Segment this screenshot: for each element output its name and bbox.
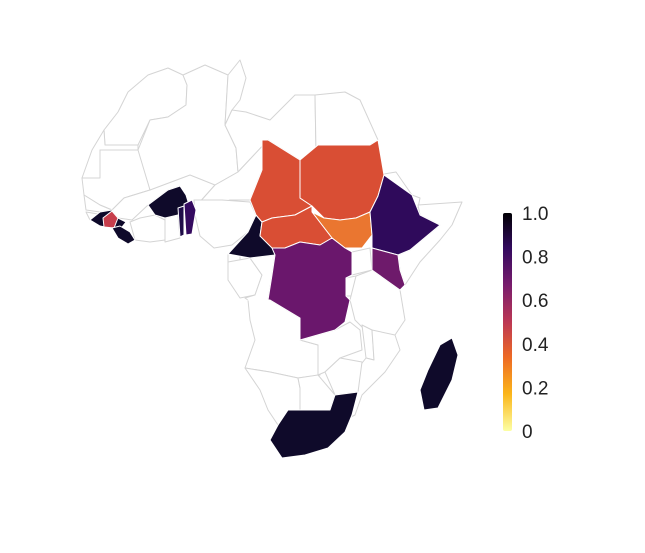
colorbar-tick-label: 0.8 (522, 248, 548, 269)
country-egypt (314, 91, 379, 153)
country-zimbabwe (324, 357, 363, 396)
country-zambia (299, 321, 363, 376)
country-south-africa (269, 391, 359, 459)
country-kenya (371, 247, 406, 291)
colorbar-gradient (503, 213, 512, 431)
country-ivory-coast (129, 214, 166, 243)
country-madagascar (419, 337, 459, 411)
colorbar-tick-label: 0.6 (522, 291, 548, 312)
country-ghana (164, 214, 181, 243)
country-nigeria (193, 199, 257, 249)
data-countries (89, 139, 459, 459)
country-sudan (299, 139, 385, 221)
colorbar-tick-label: 0.4 (522, 335, 549, 356)
colorbar-tick-label: 0.2 (522, 378, 548, 399)
colorbar: 1.0 0.8 0.6 0.4 0.2 0 (503, 204, 549, 443)
country-togo (177, 205, 185, 238)
colorbar-ticks: 1.0 0.8 0.6 0.4 0.2 0 (512, 204, 549, 443)
country-liberia (111, 225, 136, 245)
country-benin (183, 199, 197, 236)
colorbar-tick-label: 1.0 (522, 204, 548, 225)
country-dr-congo (247, 237, 353, 341)
country-sierra-leone (102, 210, 119, 229)
colorbar-tick-label: 0 (522, 422, 533, 443)
